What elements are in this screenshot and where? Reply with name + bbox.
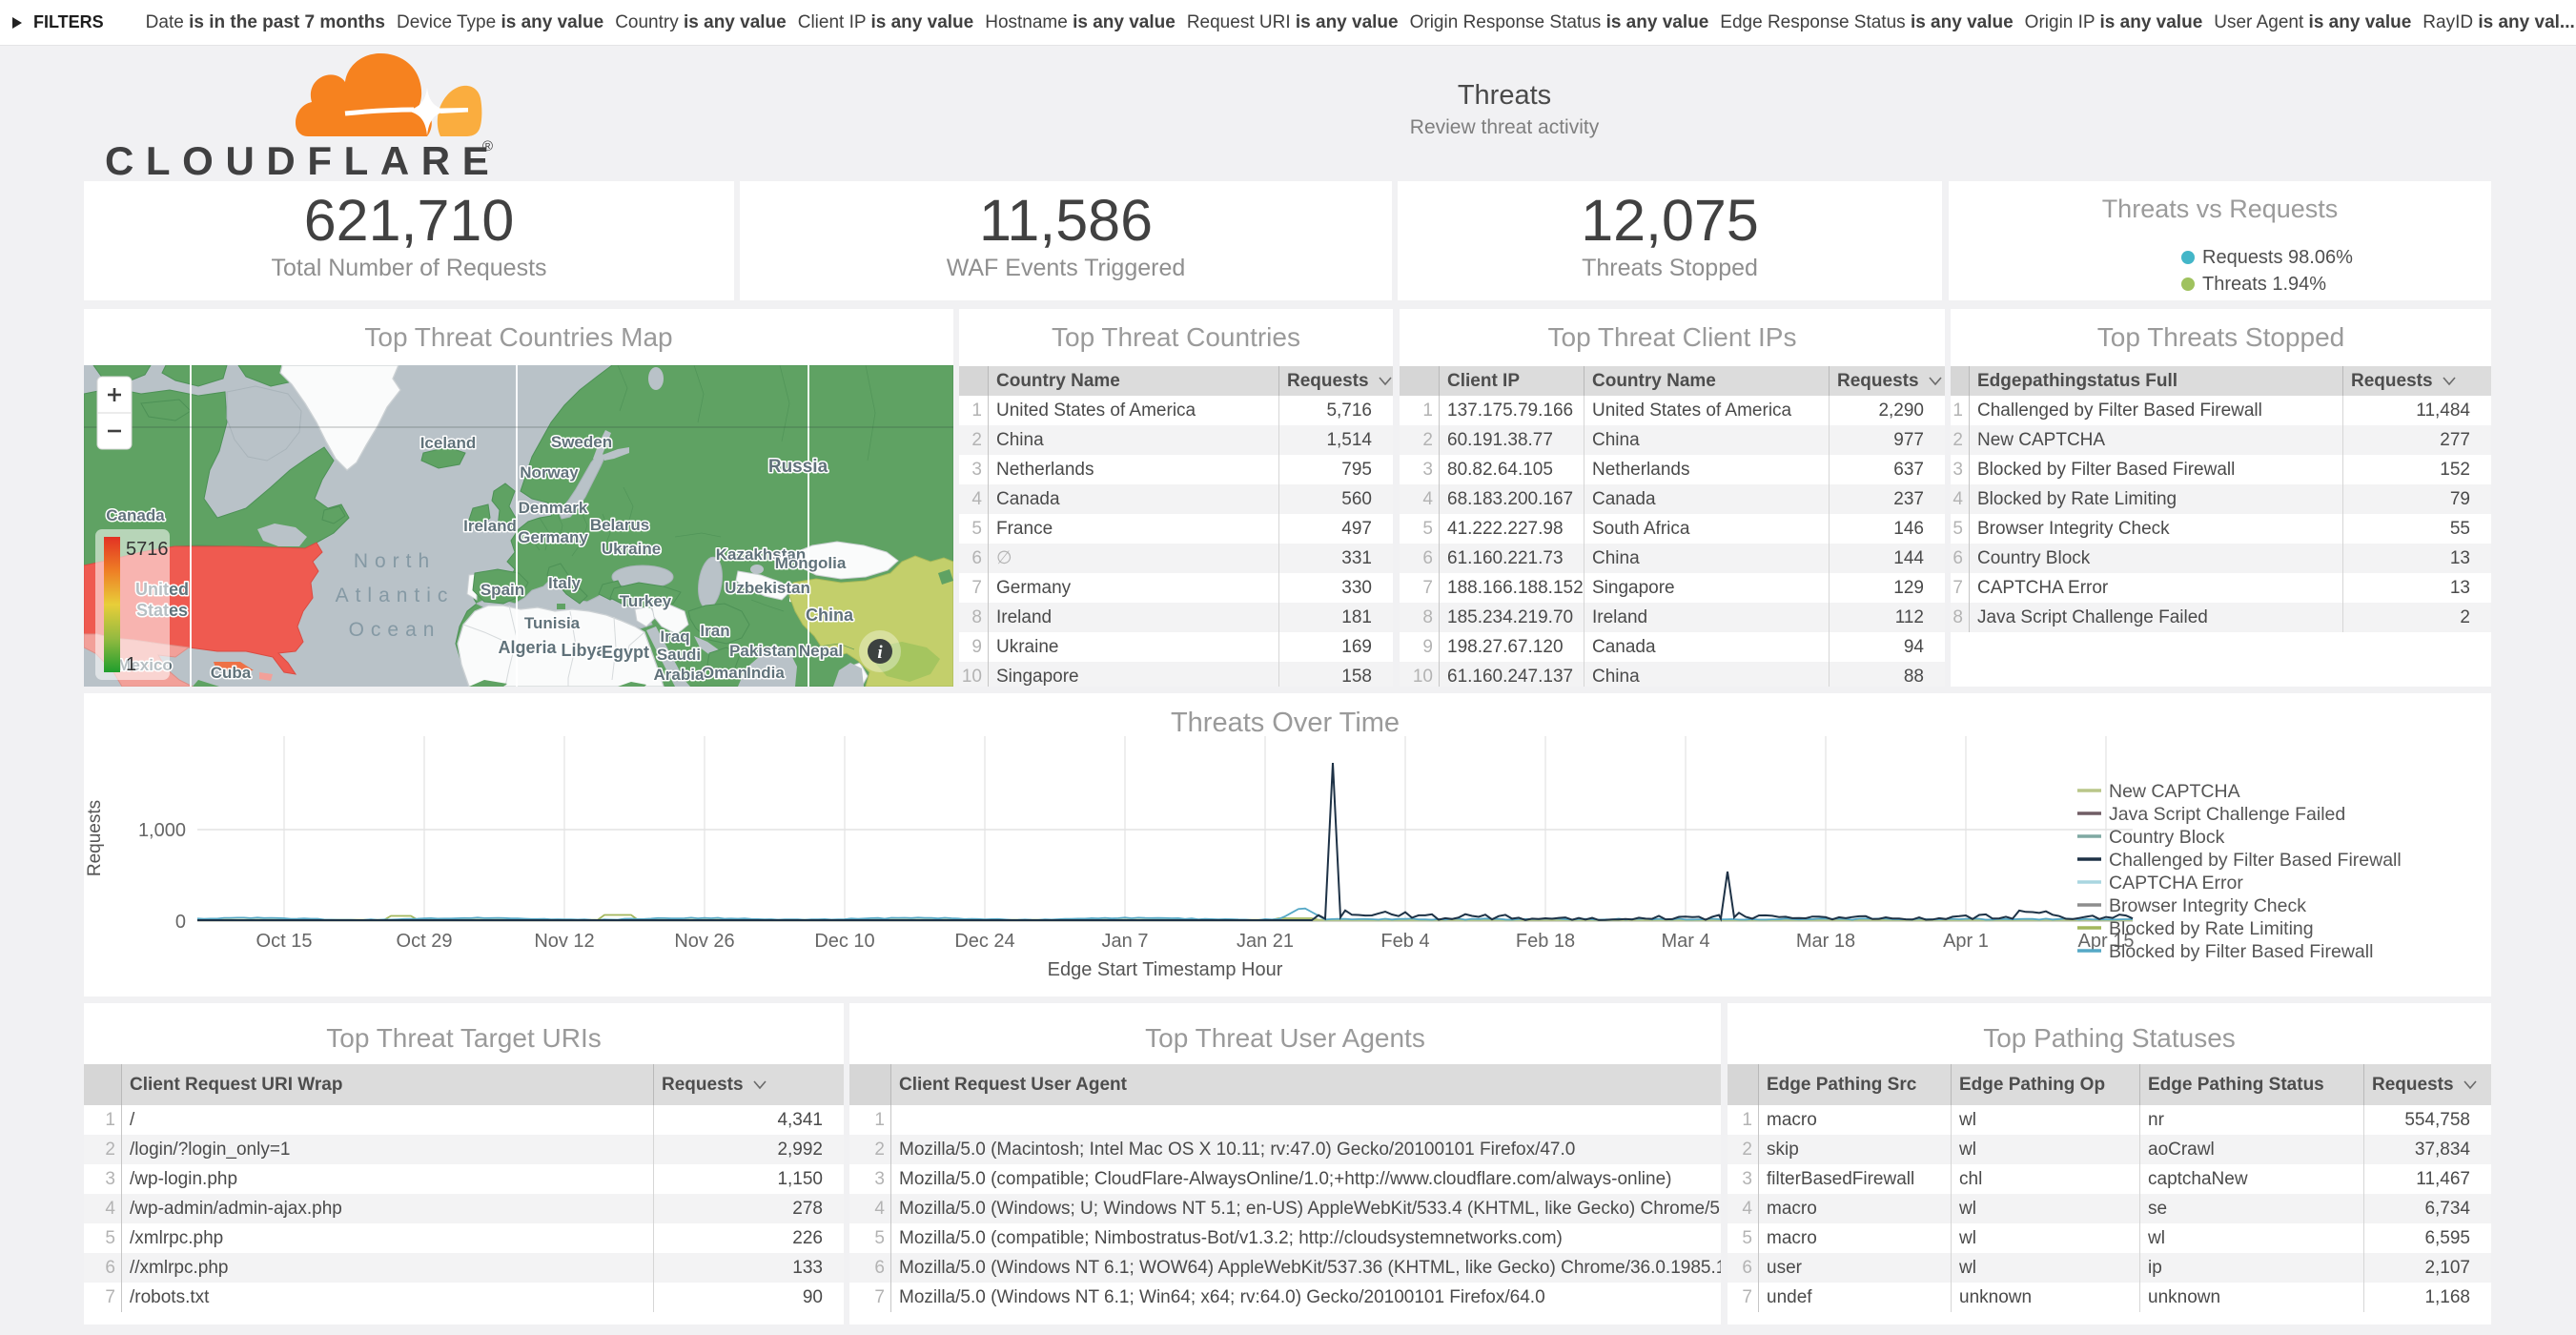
svg-text:Nov 12: Nov 12: [534, 931, 594, 952]
svg-text:Belarus: Belarus: [590, 516, 649, 534]
svg-text:Blocked by Filter Based Firewa: Blocked by Filter Based Firewall: [2109, 941, 2373, 962]
svg-text:Apr 15: Apr 15: [2078, 931, 2135, 952]
svg-text:Germany: Germany: [518, 528, 588, 546]
svg-text:Jan 7: Jan 7: [1102, 931, 1149, 952]
svg-text:Edge Start Timestamp Hour: Edge Start Timestamp Hour: [1048, 959, 1283, 980]
svg-text:Iraq: Iraq: [660, 627, 689, 646]
svg-text:Mongolia: Mongolia: [775, 554, 847, 572]
svg-text:Jan 21: Jan 21: [1237, 931, 1294, 952]
svg-text:Browser Integrity Check: Browser Integrity Check: [2109, 895, 2306, 916]
svg-text:Saudi: Saudi: [657, 646, 701, 664]
svg-text:Italy: Italy: [548, 574, 582, 592]
svg-text:Challenged by Filter Based Fir: Challenged by Filter Based Firewall: [2109, 850, 2402, 871]
svg-text:Tunisia: Tunisia: [524, 614, 581, 632]
svg-text:0: 0: [175, 912, 186, 933]
svg-text:Turkey: Turkey: [620, 592, 672, 610]
svg-text:Atlantic: Atlantic: [336, 585, 455, 606]
svg-text:India: India: [746, 664, 785, 682]
svg-text:Algeria: Algeria: [498, 638, 557, 657]
svg-text:New CAPTCHA: New CAPTCHA: [2109, 781, 2240, 802]
svg-text:Ukraine: Ukraine: [602, 540, 661, 558]
svg-text:Apr 1: Apr 1: [1943, 931, 1989, 952]
svg-text:Kazakhstan: Kazakhstan: [716, 545, 806, 564]
svg-text:CAPTCHA Error: CAPTCHA Error: [2109, 873, 2243, 893]
svg-text:Requests: Requests: [85, 800, 105, 876]
svg-text:Cuba: Cuba: [211, 664, 252, 682]
svg-text:Feb 18: Feb 18: [1516, 931, 1575, 952]
svg-text:Arabia: Arabia: [654, 666, 705, 684]
svg-text:Nov 26: Nov 26: [674, 931, 734, 952]
svg-text:5716: 5716: [126, 539, 169, 560]
svg-text:Iceland: Iceland: [420, 434, 477, 452]
svg-text:Denmark: Denmark: [519, 499, 588, 517]
svg-text:Mar 18: Mar 18: [1796, 931, 1855, 952]
svg-text:Java Script Challenge Failed: Java Script Challenge Failed: [2109, 804, 2345, 825]
svg-text:Threats Over Time: Threats Over Time: [1171, 708, 1400, 738]
svg-text:CLOUDFLARE: CLOUDFLARE: [105, 138, 501, 183]
svg-text:Feb 4: Feb 4: [1380, 931, 1429, 952]
svg-text:Country Block: Country Block: [2109, 827, 2225, 848]
svg-text:China: China: [806, 606, 854, 625]
svg-text:Norway: Norway: [520, 463, 579, 482]
svg-text:Ocean: Ocean: [349, 619, 441, 641]
svg-text:Egypt: Egypt: [602, 643, 649, 662]
svg-text:Mar 4: Mar 4: [1661, 931, 1709, 952]
svg-text:Oct 29: Oct 29: [397, 931, 453, 952]
svg-text:Canada: Canada: [106, 506, 165, 524]
svg-text:1,000: 1,000: [138, 820, 186, 841]
svg-text:North: North: [354, 550, 436, 572]
svg-text:Pakistan: Pakistan: [729, 642, 796, 660]
svg-text:Oct 15: Oct 15: [256, 931, 313, 952]
svg-text:i: i: [877, 643, 883, 663]
svg-text:Uzbekistan: Uzbekistan: [725, 579, 810, 597]
svg-text:Oman: Oman: [702, 664, 747, 682]
svg-text:Sweden: Sweden: [551, 433, 612, 451]
svg-text:Dec 10: Dec 10: [814, 931, 874, 952]
svg-text:1: 1: [126, 654, 136, 675]
svg-text:Blocked by Rate Limiting: Blocked by Rate Limiting: [2109, 918, 2314, 939]
svg-text:Ireland: Ireland: [463, 517, 517, 535]
svg-text:Russia: Russia: [768, 457, 828, 477]
svg-text:Spain: Spain: [480, 581, 524, 599]
svg-text:Libya: Libya: [561, 641, 606, 660]
svg-text:Dec 24: Dec 24: [954, 931, 1014, 952]
svg-text:Iran: Iran: [700, 622, 729, 640]
svg-text:Nepal: Nepal: [799, 642, 843, 660]
svg-text:®: ®: [482, 138, 493, 154]
